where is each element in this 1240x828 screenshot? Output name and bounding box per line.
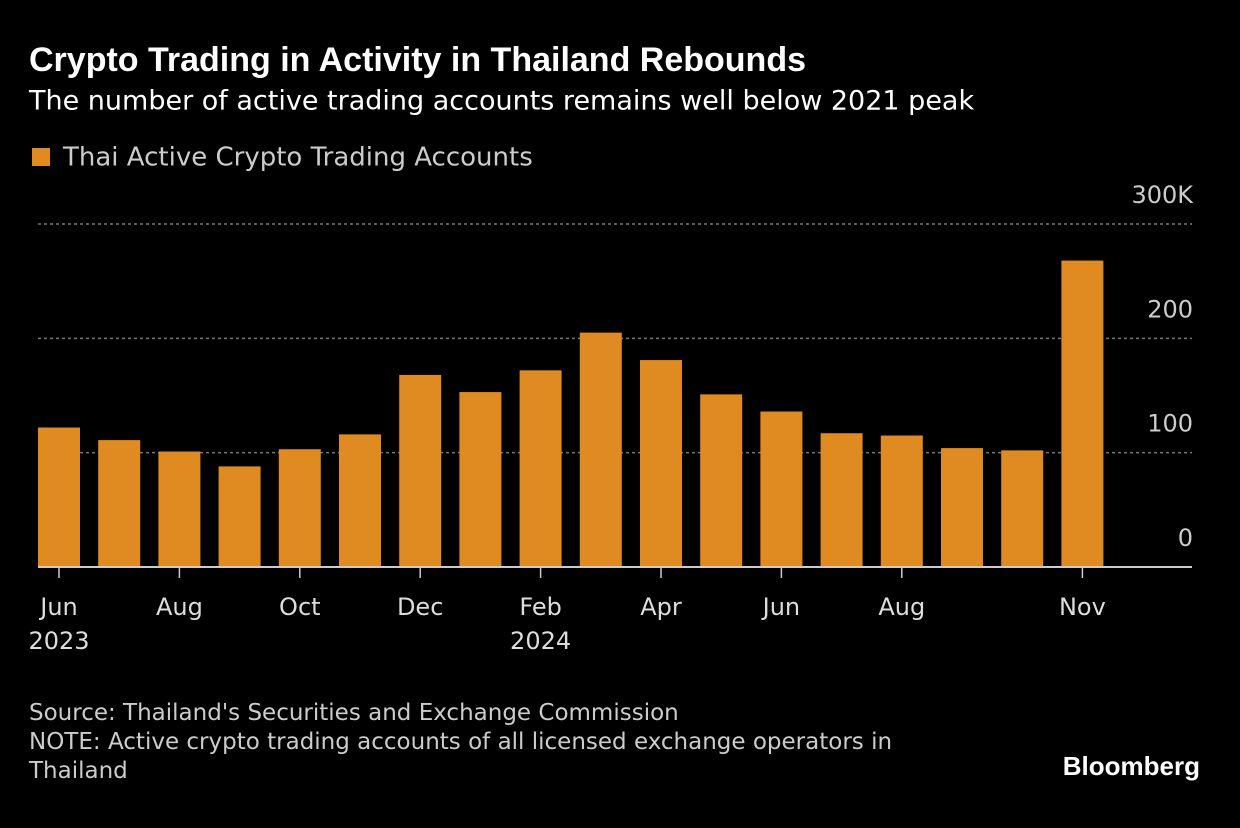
y-tick-label: 100 — [1147, 410, 1193, 438]
x-tick-label: Dec — [396, 593, 444, 621]
bar — [1061, 260, 1104, 567]
bar — [820, 433, 863, 567]
bar — [519, 370, 562, 567]
bar — [158, 451, 201, 567]
chart-subtitle: The number of active trading accounts re… — [28, 86, 974, 117]
bar — [218, 466, 261, 567]
bar — [880, 435, 923, 567]
source: Source: Thailand's Securities and Exchan… — [29, 700, 679, 726]
bar — [700, 394, 743, 567]
y-tick-label: 0 — [1178, 524, 1193, 552]
chart-title: Crypto Trading in Activity in Thailand R… — [29, 41, 806, 79]
bar — [1001, 450, 1044, 567]
x-tick-label: Feb 2024 — [510, 593, 572, 655]
y-tick-label: 300K — [1131, 181, 1194, 209]
x-tick-label: Jun 2023 — [28, 593, 90, 655]
bar — [640, 360, 682, 567]
brand: Bloomberg — [1063, 751, 1200, 781]
bar — [760, 411, 803, 567]
y-tick-label: 200 — [1147, 295, 1193, 323]
bar — [278, 449, 321, 567]
x-tick-label: Apr — [640, 593, 682, 621]
x-tick-label: Aug — [155, 593, 203, 621]
note: NOTE: Active crypto trading accounts of … — [29, 729, 893, 784]
bar — [38, 427, 80, 567]
bar — [98, 440, 141, 567]
x-tick-label: Aug — [878, 593, 926, 621]
legend-swatch — [32, 148, 50, 166]
x-tick-label: Jun — [762, 593, 801, 621]
bar — [399, 374, 442, 567]
legend-label: Thai Active Crypto Trading Accounts — [62, 143, 533, 173]
bar — [941, 448, 983, 567]
x-tick-label: Nov — [1058, 593, 1106, 621]
bar — [459, 392, 502, 567]
x-tick-label: Oct — [279, 593, 321, 621]
bar — [579, 332, 622, 567]
bar — [339, 434, 381, 567]
